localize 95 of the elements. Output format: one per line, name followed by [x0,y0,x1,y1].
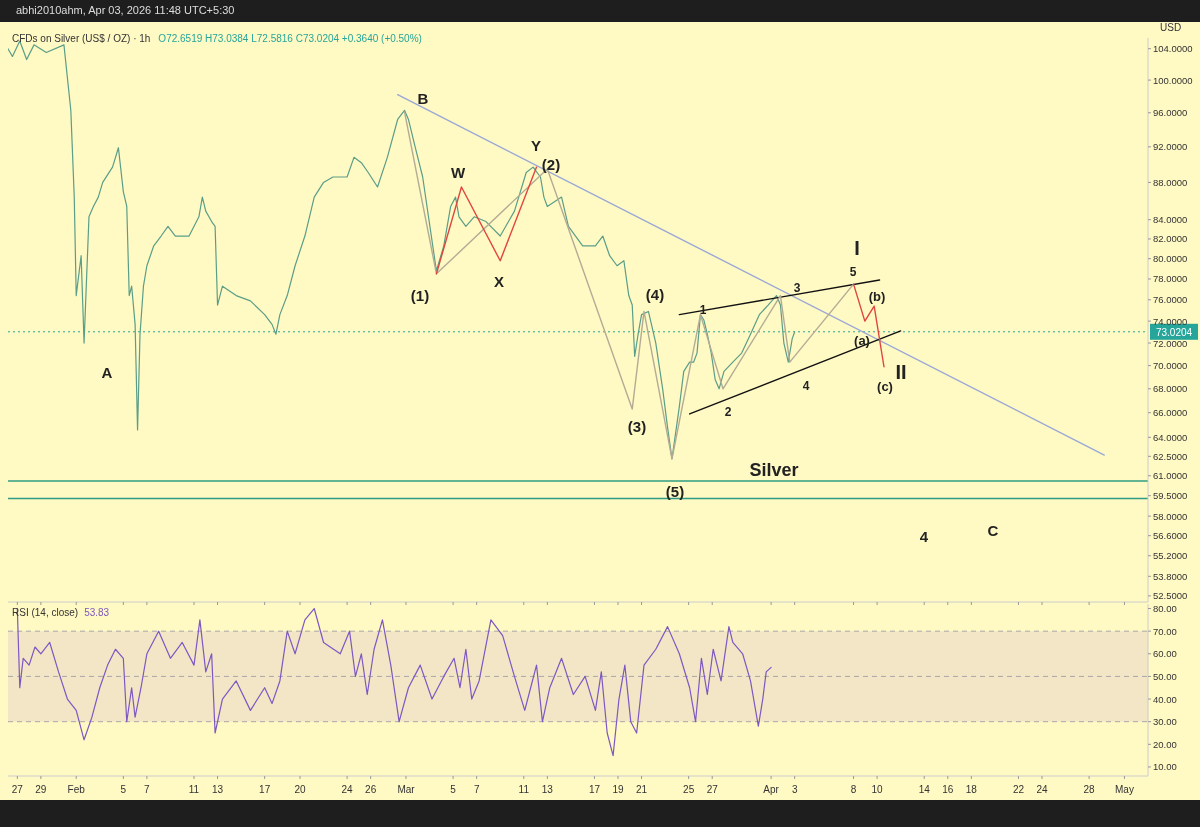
annotation: (1) [410,287,430,305]
y-tick-label: 61.0000 [1153,470,1188,482]
annotation: (5) [665,483,685,501]
annotation: 3 [793,281,801,296]
annotation: 4 [802,379,810,394]
x-tick-label: 13 [211,784,224,795]
y-tick-label: 50.00 [1153,670,1177,682]
annotation: (2) [541,156,561,174]
annotation: (a) [854,332,870,348]
y-tick-label: 100.0000 [1153,74,1193,86]
annotation: (4) [645,286,665,304]
x-tick-label: 19 [612,784,624,795]
y-tick-label: 59.5000 [1153,490,1188,502]
annotation: (3) [627,418,647,436]
annotation: Y [530,137,542,155]
y-tick-label: 40.00 [1153,693,1177,705]
annotation: 5 [849,265,857,280]
line-series [403,111,855,460]
annotation: (b) [868,288,886,304]
y-tick-label: 30.00 [1153,716,1177,728]
ref-line-label: 73.0204 [1155,326,1193,338]
x-tick-label: 25 [683,784,695,795]
x-tick-label: 26 [365,784,377,795]
annotation: Silver [749,460,799,481]
y-tick-label: 88.0000 [1153,176,1188,188]
x-tick-label: 5 [450,784,457,795]
x-tick-label: 18 [965,784,978,795]
annotation: 4 [919,528,929,546]
x-tick-label: 27 [11,784,24,795]
line-series [435,166,538,275]
annotation: II [895,361,907,383]
y-tick-label: 64.0000 [1153,431,1188,443]
x-tick-label: May [1114,784,1134,795]
x-tick-label: 20 [294,784,306,795]
annotation: C [987,522,999,540]
y-tick-label: 68.0000 [1153,383,1188,395]
annotation: W [450,164,466,182]
y-tick-label: 53.8000 [1153,570,1188,582]
y-tick-label: 80.0000 [1153,253,1188,265]
x-tick-label: 14 [918,784,931,795]
y-tick-label: 92.0000 [1153,141,1188,153]
x-tick-label: 27 [706,784,719,795]
y-tick-label: 66.0000 [1153,407,1188,419]
text: USD [1160,22,1182,33]
y-tick-label: 96.0000 [1153,107,1188,119]
x-tick-label: 10 [871,784,884,795]
chart-title: CFDs on Silver (US$ / OZ) · 1h [12,33,151,44]
x-tick-label: 5 [120,784,127,795]
x-tick-label: 24 [341,784,354,795]
line-series [852,283,885,368]
y-tick-label: 78.0000 [1153,273,1188,285]
x-tick-label: 29 [35,784,47,795]
y-tick-label: 52.5000 [1153,590,1188,602]
x-tick-label: 13 [541,784,554,795]
y-tick-label: 55.2000 [1153,550,1188,562]
x-tick-label: 7 [144,784,151,795]
y-tick-label: 104.0000 [1153,43,1193,55]
x-tick-label: 24 [1036,784,1048,795]
y-tick-label: 74.0000 [1153,315,1188,327]
y-tick-label: 20.00 [1153,738,1177,750]
x-tick-label: 21 [635,784,648,795]
y-tick-label: 72.0000 [1153,337,1188,349]
text: abhi2010ahm, Apr 03, 2026 11:48 UTC+5:30 [16,4,235,16]
annotation: 2 [724,405,732,420]
x-tick-label: Feb [67,784,86,795]
y-tick-label: 76.0000 [1153,294,1188,306]
x-tick-label: 3 [791,784,798,795]
annotation: (c) [877,378,893,394]
y-tick-label: 62.5000 [1153,450,1188,462]
annotation: B [417,90,429,108]
y-tick-label: 70.0000 [1153,360,1188,372]
annotation: A [101,364,113,382]
y-tick-label: 56.6000 [1153,530,1188,542]
y-tick-label: 58.0000 [1153,510,1188,522]
x-tick-label: 8 [850,784,857,795]
x-tick-label: 16 [942,784,954,795]
y-tick-label: 10.00 [1153,761,1177,773]
x-tick-label: 17 [259,784,271,795]
y-tick-label: 70.00 [1153,625,1177,637]
annotation: O72.6519 H73.0384 L72.5816 C73.0204 +0.3640 (+0.50%) [158,33,422,44]
x-tick-label: 11 [188,784,200,795]
x-tick-label: 7 [473,784,480,795]
x-tick-label: 11 [518,784,530,795]
annotation: I [854,237,860,259]
x-tick-label: 17 [588,784,601,795]
y-tick-label: 60.00 [1153,648,1177,660]
x-tick-label: Apr [763,784,780,795]
y-tick-label: 84.0000 [1153,214,1188,226]
y-tick-label: 82.0000 [1153,233,1188,245]
x-tick-label: 22 [1012,784,1025,795]
chart-subtitle: 53.83 [84,607,110,618]
y-tick-label: 80.00 [1153,603,1177,615]
x-tick-label: Mar [397,784,416,795]
x-tick-label: 28 [1083,784,1096,795]
annotation: X [493,273,505,291]
